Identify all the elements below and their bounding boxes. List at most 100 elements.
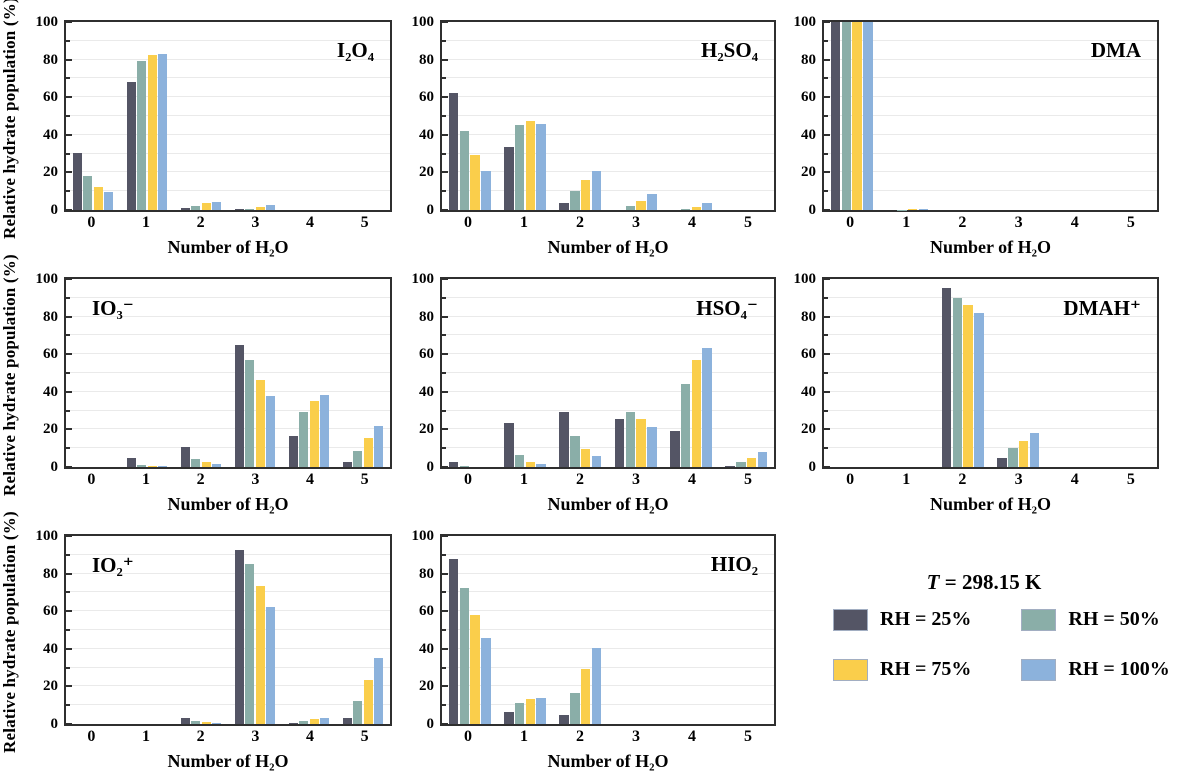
y-tick-label: 40	[419, 126, 434, 144]
y-tick-label: 80	[43, 308, 58, 326]
x-tick-label: 1	[902, 471, 910, 489]
plot-area: HSO₄⁻	[440, 277, 776, 469]
y-tick-mark	[66, 648, 72, 650]
bar	[592, 456, 601, 467]
x-axis-title: Number of H₂O	[440, 494, 776, 515]
y-axis-title: Relative hydrate population (%)	[0, 257, 20, 499]
x-tick-label: 1	[142, 471, 150, 489]
x-tick-label: 5	[1127, 471, 1135, 489]
y-tick-mark	[824, 391, 830, 393]
x-tick-label: 4	[306, 728, 314, 746]
bar	[127, 82, 136, 210]
gridline	[442, 685, 774, 686]
x-tick-label: 2	[576, 471, 584, 489]
y-tick-mark	[66, 59, 72, 61]
bar	[202, 203, 211, 210]
gridline	[66, 685, 390, 686]
bar	[692, 360, 701, 467]
bar	[212, 464, 221, 467]
gridline	[824, 134, 1157, 135]
y-tick-mark	[824, 171, 830, 173]
x-tick-label: 4	[306, 214, 314, 232]
bar	[481, 171, 490, 210]
y-tick-mark	[66, 372, 70, 374]
panel-title: HIO₂	[711, 552, 758, 577]
gridline	[442, 77, 774, 78]
gridline	[66, 648, 390, 649]
gridline	[442, 648, 774, 649]
bar	[747, 458, 756, 467]
gridline	[66, 334, 390, 335]
y-tick-mark	[824, 115, 828, 117]
bar	[235, 550, 244, 724]
y-tick-label: 80	[419, 565, 434, 583]
x-tick-label: 3	[251, 728, 259, 746]
gridline	[66, 428, 390, 429]
gridline	[442, 190, 774, 191]
bar	[256, 380, 265, 467]
bar	[320, 395, 329, 467]
bar	[942, 288, 951, 467]
y-tick-mark	[824, 209, 830, 211]
y-tick-label: 60	[419, 602, 434, 620]
y-tick-mark	[66, 410, 70, 412]
bar	[289, 436, 298, 467]
gridline	[824, 334, 1157, 335]
gridline	[824, 96, 1157, 97]
bar	[581, 180, 590, 210]
y-tick-mark	[442, 353, 448, 355]
bar	[212, 723, 221, 724]
gridline	[66, 610, 390, 611]
x-tick-label: 3	[251, 471, 259, 489]
gridline	[442, 353, 774, 354]
x-tick-label: 2	[576, 728, 584, 746]
y-tick-mark	[824, 410, 828, 412]
y-tick-mark	[442, 334, 446, 336]
x-tick-label: 2	[958, 471, 966, 489]
x-tick-label: 4	[1071, 214, 1079, 232]
x-tick-label: 5	[744, 471, 752, 489]
bar	[852, 22, 861, 210]
gridline	[442, 134, 774, 135]
y-axis-title: Relative hydrate population (%)	[0, 0, 20, 242]
temperature-symbol: T	[927, 570, 940, 594]
y-tick-label: 40	[801, 126, 816, 144]
x-tick-label: 2	[197, 214, 205, 232]
y-tick-mark	[442, 278, 448, 280]
bar	[842, 22, 851, 210]
y-tick-mark	[442, 115, 446, 117]
gridline	[66, 153, 390, 154]
x-tick-label: 1	[520, 728, 528, 746]
gridline	[442, 115, 774, 116]
x-axis-title: Number of H₂O	[822, 237, 1159, 258]
x-tick-label: 2	[197, 728, 205, 746]
y-tick-mark	[442, 190, 446, 192]
x-tick-label: 2	[958, 214, 966, 232]
bar	[515, 455, 524, 467]
bar	[460, 466, 469, 467]
legend-label: RH = 50%	[1068, 608, 1159, 631]
x-tick-label: 1	[520, 471, 528, 489]
bar	[626, 206, 635, 210]
bar	[581, 449, 590, 467]
x-tick-label: 1	[142, 728, 150, 746]
bar	[158, 466, 167, 467]
gridline	[442, 391, 774, 392]
gridline	[824, 153, 1157, 154]
y-tick-mark	[442, 648, 448, 650]
bar	[364, 680, 373, 724]
gridline	[66, 134, 390, 135]
x-tick-label: 0	[846, 214, 854, 232]
bar	[83, 176, 92, 210]
gridline	[824, 190, 1157, 191]
bar	[592, 171, 601, 210]
